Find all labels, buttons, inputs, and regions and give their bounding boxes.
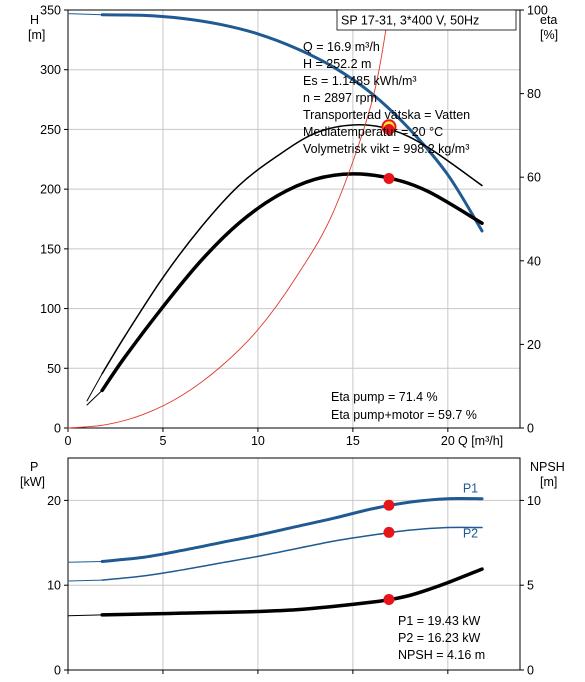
top-chart-frame xyxy=(67,9,521,429)
series-line-0-4 xyxy=(100,172,484,393)
series-line-1-1 xyxy=(67,560,103,563)
y-left-tick-label: 50 xyxy=(47,362,61,376)
p2-annotation: P2 = 16.23 kW xyxy=(398,631,481,645)
y-left-tick-label: 300 xyxy=(40,63,61,77)
top-y-right-label-1: eta xyxy=(540,13,557,27)
x-tick-label: 0 xyxy=(65,434,72,448)
y-right-tick-label: 100 xyxy=(527,4,548,18)
y-left-tick-label: 0 xyxy=(54,422,61,436)
x-tick-label: 5 xyxy=(159,434,166,448)
y-left-tick-label: 10 xyxy=(47,579,61,593)
duty-point-info: Q = 16.9 m³/h H = 252.2 m Es = 1.1485 kW… xyxy=(303,40,470,156)
y-right-tick-label: 60 xyxy=(527,171,541,185)
eta-pump-motor-annotation: Eta pump+motor = 59.7 % xyxy=(331,408,477,422)
npsh-annotation: NPSH = 4.16 m xyxy=(398,648,485,662)
series-label-p1: P1 xyxy=(463,482,478,496)
title-box xyxy=(336,9,517,31)
y-right-tick-label: 5 xyxy=(527,579,534,593)
series-line-1-5 xyxy=(67,614,103,617)
bottom-y-left-label-2: [kW] xyxy=(20,475,45,489)
y-left-tick-label: 20 xyxy=(47,494,61,508)
y-left-tick-label: 350 xyxy=(40,4,61,18)
series-line-0-3 xyxy=(86,373,103,402)
series-line-1-2 xyxy=(101,526,483,581)
bottom-y-left-label-1: P xyxy=(30,460,38,474)
info-line: Volymetrisk vikt = 998.2 kg/m³ xyxy=(303,142,469,156)
duty-point-marker xyxy=(383,593,395,605)
info-line: Q = 16.9 m³/h xyxy=(303,40,380,54)
top-y-left-label-2: [m] xyxy=(28,28,45,42)
y-right-tick-label: 10 xyxy=(527,494,541,508)
top-y-right-label-2: [%] xyxy=(540,28,558,42)
series-line-0-5 xyxy=(86,389,103,406)
top-chart-points xyxy=(381,119,397,184)
y-left-tick-label: 250 xyxy=(40,123,61,137)
y-left-tick-label: 100 xyxy=(40,302,61,316)
x-tick-label: 10 xyxy=(251,434,265,448)
duty-point-marker xyxy=(383,526,395,538)
y-right-tick-label: 40 xyxy=(527,254,541,268)
info-line: Transporterad vätska = Vatten xyxy=(303,108,470,122)
series-label-p2: P2 xyxy=(463,526,478,540)
y-left-tick-label: 150 xyxy=(40,242,61,256)
bottom-chart-ticks: 0 10 20 0 5 10 xyxy=(47,494,541,678)
bottom-y-right-label-2: [m] xyxy=(540,475,557,489)
series-line-0-2 xyxy=(101,124,483,375)
top-chart-series xyxy=(67,9,484,429)
y-right-tick-label: 20 xyxy=(527,338,541,352)
info-line: n = 2897 rpm xyxy=(303,91,377,105)
duty-point-marker xyxy=(383,172,395,184)
y-right-tick-label: 0 xyxy=(527,422,534,436)
duty-point-marker xyxy=(383,499,395,511)
x-tick-label: 20 xyxy=(441,434,455,448)
bottom-chart-points xyxy=(383,499,395,605)
x-tick-label: 15 xyxy=(346,434,360,448)
bottom-chart-series xyxy=(67,496,484,617)
info-line: Mediatemperatur = 20 °C xyxy=(303,125,443,139)
series-line-1-0 xyxy=(100,496,484,563)
y-right-tick-label: 80 xyxy=(527,87,541,101)
series-line-0-0 xyxy=(100,13,484,233)
p1-annotation: P1 = 19.43 kW xyxy=(398,614,481,628)
y-left-tick-label: 200 xyxy=(40,183,61,197)
eta-pump-annotation: Eta pump = 71.4 % xyxy=(331,390,438,404)
duty-point-marker xyxy=(383,124,395,136)
series-line-1-4 xyxy=(100,567,484,617)
y-left-tick-label: 0 xyxy=(54,664,61,678)
top-y-left-label-1: H xyxy=(30,13,39,27)
top-x-label: Q [m³/h] xyxy=(458,434,503,448)
bottom-chart-frame xyxy=(67,457,521,671)
chart-title: SP 17-31, 3*400 V, 50Hz xyxy=(341,14,479,28)
info-line: Es = 1.1485 kWh/m³ xyxy=(303,74,417,88)
info-line: H = 252.2 m xyxy=(303,57,371,71)
y-right-tick-label: 0 xyxy=(527,664,534,678)
series-line-1-3 xyxy=(67,579,103,582)
bottom-y-right-label-1: NPSH xyxy=(530,460,565,474)
top-chart-grid xyxy=(68,9,520,428)
top-chart-ticks: 0 5 10 15 2005010015020025030035002040608010… xyxy=(40,4,548,449)
series-line-0-1 xyxy=(67,13,103,16)
series-line-0-6 xyxy=(67,9,390,429)
